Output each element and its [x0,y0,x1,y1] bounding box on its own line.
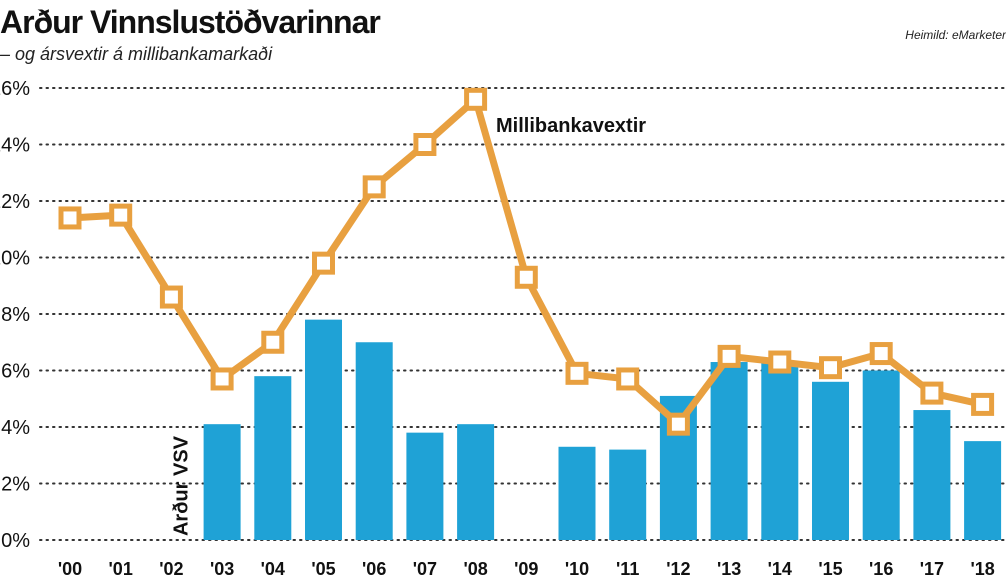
y-tick-label: 2% [1,474,30,496]
bar [457,424,495,540]
y-tick-label: 6% [1,361,30,383]
line-point [514,265,538,289]
x-tick-label: '06 [362,559,386,579]
x-tick-label: '13 [717,559,741,579]
y-tick-label: 10% [0,248,30,270]
line-point [666,412,690,436]
bar [812,381,849,540]
x-tick-label: '05 [311,559,335,579]
x-tick-label: '15 [818,559,842,579]
bar [862,370,900,540]
bar [558,446,596,540]
x-tick-label: '18 [970,559,994,579]
bar [254,376,292,540]
bar [609,449,647,540]
x-tick-label: '14 [768,559,792,579]
bar [203,424,241,540]
x-tick-label: '02 [159,559,183,579]
x-tick-label: '11 [616,559,639,579]
x-tick-label: '12 [666,559,690,579]
line-point [768,350,792,374]
chart-title: Arður Vinnslustöðvarinnar [0,4,381,40]
line-point [869,342,893,366]
line-point [109,203,133,227]
x-tick-label: '16 [869,559,893,579]
bar [710,362,748,540]
series-label-millibankavextir: Millibankavextir [496,115,646,137]
y-tick-label: 0% [1,530,30,552]
y-tick-label: 12% [0,191,30,213]
bar [913,410,951,540]
chart-source: Heimild: eMarketer [905,28,1006,42]
series-label-ardur-vsv: Arður VSV [171,435,193,536]
line-point [565,361,589,385]
bar [305,319,342,540]
bar [406,432,444,540]
line-series [58,87,995,436]
chart-subtitle: – og ársvextir á millibankamarkaði [0,44,273,64]
x-tick-label: '03 [210,559,234,579]
line-point [616,367,640,391]
y-tick-label: 8% [1,304,30,326]
x-tick-label: '10 [565,559,589,579]
line-point [920,381,944,405]
line-point [971,392,995,416]
y-axis-ticks: 0% 2% 4% 6% 8% 10% 12% 14% 16% [0,78,30,552]
line-point [464,87,488,111]
line-point [717,344,741,368]
x-tick-label: '00 [58,559,82,579]
line-point [210,367,234,391]
x-tick-label: '08 [463,559,487,579]
x-tick-label: '01 [109,559,133,579]
line-point [362,175,386,199]
x-tick-label: '09 [514,559,538,579]
y-tick-label: 4% [1,417,30,439]
bar-series [203,319,1002,540]
bar [761,362,799,540]
series-labels: Millibankavextir Arður VSV [171,115,647,536]
line-point [159,285,183,309]
line-point [819,356,842,380]
bar [355,342,393,540]
line-point [58,206,82,230]
line-point [261,330,285,354]
x-tick-label: '07 [413,559,437,579]
x-tick-label: '17 [920,559,944,579]
line-point [413,133,437,156]
line-point [312,251,335,275]
x-axis-ticks: '00 '01 '02 '03 '04 '05 '06 '07 '08 '09 '10 '11 '12 '… [58,559,995,579]
x-tick-label: '04 [261,559,285,579]
y-tick-label: 16% [0,78,30,100]
line-path [66,95,987,428]
y-tick-label: 14% [0,135,30,157]
bar [964,441,1002,540]
